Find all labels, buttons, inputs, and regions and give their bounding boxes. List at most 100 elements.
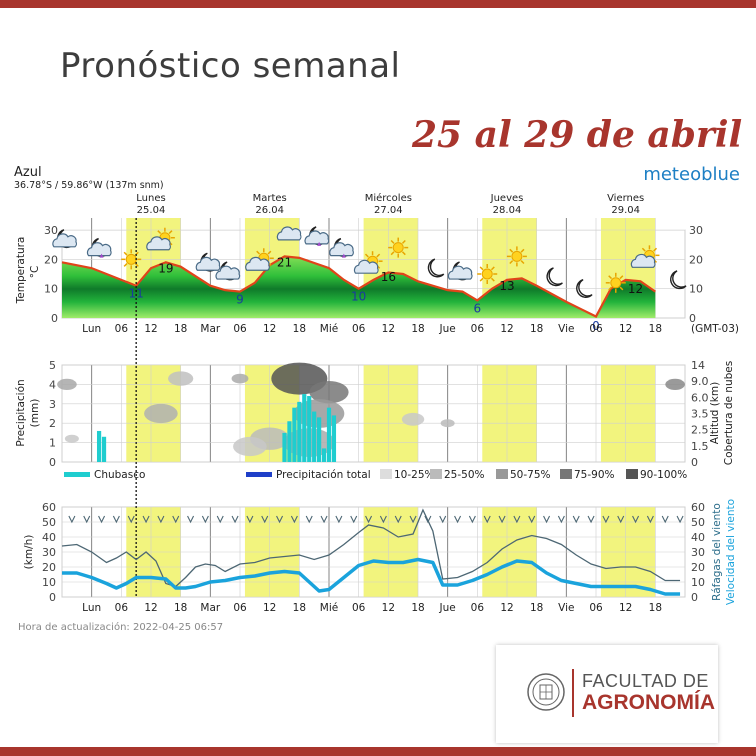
speed-axis-label: Velocidad del viento (725, 499, 737, 605)
wind-ytick-left: 20 (42, 561, 56, 574)
temperature-line (61, 255, 656, 318)
wind-direction-arrow (572, 515, 580, 524)
cloud-cover-patch (309, 380, 349, 404)
wind-direction-arrow (350, 515, 358, 524)
wind-speed-line (62, 557, 681, 596)
temp-unit: °C (29, 266, 41, 279)
xtick-wind: 06 (115, 602, 129, 614)
meteogram-chart: Azul 36.78°S / 59.86°W (137m snm) meteoblu… (10, 160, 744, 636)
wind-ytick-right: 10 (691, 576, 705, 589)
cloud-sun-icon (245, 248, 274, 271)
temp-label-max: 21 (277, 255, 292, 269)
wind-direction-arrow (646, 515, 654, 524)
daylight-band (363, 218, 418, 230)
temp-label-min: 0 (592, 319, 600, 333)
timezone-label: (GMT-03) (691, 323, 739, 335)
wind-direction-arrow (305, 515, 313, 524)
xtick-wind: 12 (382, 602, 395, 614)
wind-direction-arrow (127, 515, 135, 524)
legend-cover-label: 10-25% (394, 469, 435, 481)
wind-direction-arrow (587, 515, 595, 524)
moon-icon (670, 270, 687, 290)
xtick-temp: 18 (174, 323, 187, 335)
shower-bar-5 (297, 401, 302, 462)
temp-ytick-left: 30 (44, 224, 58, 237)
wind-direction-arrow (513, 515, 521, 524)
xtick-temp: 12 (263, 323, 276, 335)
cloud-sun-icon (630, 245, 660, 268)
wind-ytick-right: 50 (691, 516, 705, 529)
sun-icon (121, 249, 142, 270)
cloud-cover-patch (168, 371, 194, 386)
wind-direction-arrow (468, 515, 476, 524)
xtick-wind: 06 (352, 602, 366, 614)
xtick-wind: 06 (589, 602, 603, 614)
shower-bar-8 (312, 411, 317, 462)
sun-icon (388, 237, 409, 258)
sun-icon (477, 264, 498, 284)
cloud-sun-icon (146, 227, 175, 251)
cloud-cover-patch (293, 399, 345, 428)
faculty-logo: FACULTAD DE AGRONOMÍA (496, 645, 718, 743)
wind-direction-arrow (320, 515, 328, 524)
legend-total-swatch (246, 472, 272, 477)
xtick-temp: 06 (115, 323, 129, 335)
xtick-wind: 18 (530, 602, 543, 614)
top-accent-bar (0, 0, 756, 8)
altitude-tick: 3.5 (691, 408, 709, 421)
update-time: Hora de actualización: 2022-04-25 06:57 (18, 621, 223, 633)
temp-ytick-right: 30 (689, 224, 703, 237)
xtick-wind: 12 (619, 602, 632, 614)
legend-cover-swatch (380, 469, 392, 479)
day-name-2: Miércoles (365, 192, 412, 204)
altitude-tick: 6.0 (691, 391, 709, 404)
wind-ytick-left: 30 (42, 546, 56, 559)
cloud-cover-patch (440, 419, 455, 428)
precip-ytick: 1 (49, 437, 56, 450)
sun-icon (506, 246, 527, 267)
cloud-moon-rain-icon (304, 226, 330, 246)
temp-label-max: 13 (499, 279, 514, 293)
legend-cover-swatch (626, 469, 638, 479)
wind-direction-arrow (409, 515, 417, 524)
wind-direction-arrow (68, 515, 76, 524)
shower-bar-1 (101, 436, 107, 462)
wind-direction-arrow (661, 515, 669, 524)
wind-direction-arrow (98, 515, 106, 524)
wind-direction-arrow (290, 515, 298, 524)
day-name-4: Viernes (607, 193, 644, 204)
cloud-moon-rain-icon (86, 237, 112, 258)
xtick-temp: Mié (320, 323, 338, 335)
wind-direction-arrow (83, 515, 91, 524)
gusts-axis-label: Ráfagas del viento (711, 503, 723, 601)
wind-ylabel: (km/h) (23, 535, 35, 570)
xtick-temp: Mar (200, 323, 220, 335)
wind-direction-arrow (142, 515, 150, 524)
wind-direction-arrow (335, 515, 343, 524)
xtick-temp: 18 (293, 323, 306, 335)
temp-label-min: 11 (129, 287, 144, 301)
wind-ytick-left: 10 (42, 576, 56, 589)
temp-ytick-right: 20 (689, 253, 703, 266)
legend-shower-label: Chubasco (94, 469, 145, 481)
precip-ytick: 4 (49, 378, 56, 391)
wind-direction-arrow (231, 515, 239, 524)
wind-direction-arrow (528, 515, 536, 524)
day-date-0: 25.04 (137, 205, 166, 216)
shower-bar-6 (302, 394, 307, 462)
cloud-cover-patch (665, 378, 685, 390)
shower-bar-0 (96, 430, 102, 462)
legend-cover-swatch (560, 469, 572, 479)
shower-bar-3 (287, 421, 292, 462)
wind-direction-arrow (246, 515, 254, 524)
university-seal-icon (527, 673, 565, 711)
logo-line-1: FACULTAD DE (582, 671, 709, 691)
shower-bar-12 (331, 415, 337, 462)
wind-direction-arrow (172, 515, 180, 524)
precip-ytick: 2 (49, 417, 56, 430)
sun-icon (605, 272, 626, 293)
wind-direction-arrow (454, 515, 462, 524)
altitude-tick: 1.5 (691, 440, 709, 453)
moon-icon (576, 278, 593, 298)
